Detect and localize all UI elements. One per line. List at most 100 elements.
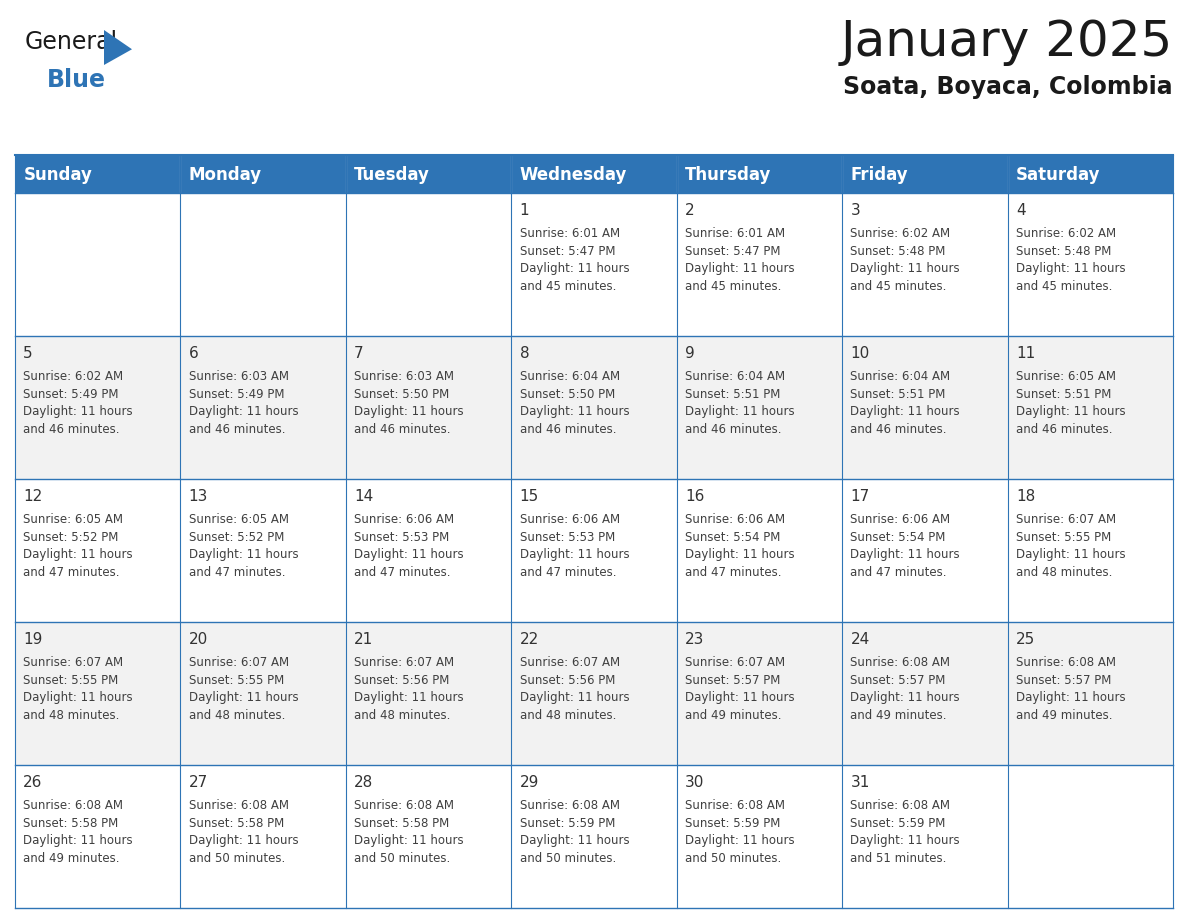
Text: General: General <box>25 30 118 54</box>
Bar <box>511 155 677 193</box>
Bar <box>677 622 842 765</box>
Text: Sunrise: 6:03 AM
Sunset: 5:49 PM
Daylight: 11 hours
and 46 minutes.: Sunrise: 6:03 AM Sunset: 5:49 PM Dayligh… <box>189 370 298 436</box>
Text: Sunrise: 6:07 AM
Sunset: 5:55 PM
Daylight: 11 hours
and 48 minutes.: Sunrise: 6:07 AM Sunset: 5:55 PM Dayligh… <box>1016 513 1125 579</box>
Text: Sunrise: 6:04 AM
Sunset: 5:51 PM
Daylight: 11 hours
and 46 minutes.: Sunrise: 6:04 AM Sunset: 5:51 PM Dayligh… <box>685 370 795 436</box>
Text: Sunrise: 6:07 AM
Sunset: 5:56 PM
Daylight: 11 hours
and 48 minutes.: Sunrise: 6:07 AM Sunset: 5:56 PM Dayligh… <box>354 656 463 722</box>
Text: 8: 8 <box>519 346 529 361</box>
Text: Sunrise: 6:06 AM
Sunset: 5:53 PM
Daylight: 11 hours
and 47 minutes.: Sunrise: 6:06 AM Sunset: 5:53 PM Dayligh… <box>354 513 463 579</box>
Text: 4: 4 <box>1016 203 1025 218</box>
Text: 6: 6 <box>189 346 198 361</box>
Text: 21: 21 <box>354 632 373 647</box>
Bar <box>181 155 346 193</box>
Text: 30: 30 <box>685 775 704 790</box>
Text: Sunrise: 6:08 AM
Sunset: 5:57 PM
Daylight: 11 hours
and 49 minutes.: Sunrise: 6:08 AM Sunset: 5:57 PM Dayligh… <box>1016 656 1125 722</box>
Bar <box>677 193 842 336</box>
Bar <box>511 336 677 479</box>
Text: Wednesday: Wednesday <box>519 166 627 184</box>
Text: Sunrise: 6:01 AM
Sunset: 5:47 PM
Daylight: 11 hours
and 45 minutes.: Sunrise: 6:01 AM Sunset: 5:47 PM Dayligh… <box>519 228 630 293</box>
Text: Soata, Boyaca, Colombia: Soata, Boyaca, Colombia <box>843 75 1173 99</box>
Text: Sunrise: 6:06 AM
Sunset: 5:53 PM
Daylight: 11 hours
and 47 minutes.: Sunrise: 6:06 AM Sunset: 5:53 PM Dayligh… <box>519 513 630 579</box>
Bar <box>1007 193 1173 336</box>
Text: 16: 16 <box>685 489 704 504</box>
Bar <box>181 765 346 908</box>
Text: 3: 3 <box>851 203 860 218</box>
Text: Sunrise: 6:05 AM
Sunset: 5:51 PM
Daylight: 11 hours
and 46 minutes.: Sunrise: 6:05 AM Sunset: 5:51 PM Dayligh… <box>1016 370 1125 436</box>
Bar <box>511 622 677 765</box>
Bar <box>1007 622 1173 765</box>
Text: January 2025: January 2025 <box>841 18 1173 66</box>
Bar <box>677 479 842 622</box>
Bar <box>677 765 842 908</box>
Bar <box>346 155 511 193</box>
Bar <box>1007 765 1173 908</box>
Bar <box>842 479 1007 622</box>
Bar <box>1007 336 1173 479</box>
Bar <box>346 193 511 336</box>
Bar <box>346 336 511 479</box>
Text: Monday: Monday <box>189 166 261 184</box>
Text: Sunrise: 6:02 AM
Sunset: 5:48 PM
Daylight: 11 hours
and 45 minutes.: Sunrise: 6:02 AM Sunset: 5:48 PM Dayligh… <box>851 228 960 293</box>
Text: Sunrise: 6:07 AM
Sunset: 5:55 PM
Daylight: 11 hours
and 48 minutes.: Sunrise: 6:07 AM Sunset: 5:55 PM Dayligh… <box>189 656 298 722</box>
Text: Sunrise: 6:07 AM
Sunset: 5:57 PM
Daylight: 11 hours
and 49 minutes.: Sunrise: 6:07 AM Sunset: 5:57 PM Dayligh… <box>685 656 795 722</box>
Text: Sunrise: 6:07 AM
Sunset: 5:56 PM
Daylight: 11 hours
and 48 minutes.: Sunrise: 6:07 AM Sunset: 5:56 PM Dayligh… <box>519 656 630 722</box>
Bar <box>346 765 511 908</box>
Text: Sunrise: 6:02 AM
Sunset: 5:49 PM
Daylight: 11 hours
and 46 minutes.: Sunrise: 6:02 AM Sunset: 5:49 PM Dayligh… <box>24 370 133 436</box>
Text: Sunrise: 6:02 AM
Sunset: 5:48 PM
Daylight: 11 hours
and 45 minutes.: Sunrise: 6:02 AM Sunset: 5:48 PM Dayligh… <box>1016 228 1125 293</box>
Text: Sunrise: 6:06 AM
Sunset: 5:54 PM
Daylight: 11 hours
and 47 minutes.: Sunrise: 6:06 AM Sunset: 5:54 PM Dayligh… <box>685 513 795 579</box>
Bar <box>842 765 1007 908</box>
Text: 10: 10 <box>851 346 870 361</box>
Text: Saturday: Saturday <box>1016 166 1100 184</box>
Bar <box>677 336 842 479</box>
Text: 20: 20 <box>189 632 208 647</box>
Text: 29: 29 <box>519 775 539 790</box>
Text: 22: 22 <box>519 632 539 647</box>
Bar <box>346 622 511 765</box>
Text: Sunrise: 6:08 AM
Sunset: 5:58 PM
Daylight: 11 hours
and 50 minutes.: Sunrise: 6:08 AM Sunset: 5:58 PM Dayligh… <box>354 800 463 865</box>
Text: 26: 26 <box>24 775 43 790</box>
Text: Sunrise: 6:07 AM
Sunset: 5:55 PM
Daylight: 11 hours
and 48 minutes.: Sunrise: 6:07 AM Sunset: 5:55 PM Dayligh… <box>24 656 133 722</box>
Text: Tuesday: Tuesday <box>354 166 430 184</box>
Text: 5: 5 <box>24 346 33 361</box>
Text: Sunrise: 6:08 AM
Sunset: 5:57 PM
Daylight: 11 hours
and 49 minutes.: Sunrise: 6:08 AM Sunset: 5:57 PM Dayligh… <box>851 656 960 722</box>
Bar <box>842 622 1007 765</box>
Text: Sunrise: 6:03 AM
Sunset: 5:50 PM
Daylight: 11 hours
and 46 minutes.: Sunrise: 6:03 AM Sunset: 5:50 PM Dayligh… <box>354 370 463 436</box>
Text: 12: 12 <box>24 489 43 504</box>
Text: 7: 7 <box>354 346 364 361</box>
Bar <box>842 155 1007 193</box>
Text: Sunrise: 6:05 AM
Sunset: 5:52 PM
Daylight: 11 hours
and 47 minutes.: Sunrise: 6:05 AM Sunset: 5:52 PM Dayligh… <box>189 513 298 579</box>
Text: Sunrise: 6:08 AM
Sunset: 5:59 PM
Daylight: 11 hours
and 51 minutes.: Sunrise: 6:08 AM Sunset: 5:59 PM Dayligh… <box>851 800 960 865</box>
Text: Sunrise: 6:08 AM
Sunset: 5:58 PM
Daylight: 11 hours
and 49 minutes.: Sunrise: 6:08 AM Sunset: 5:58 PM Dayligh… <box>24 800 133 865</box>
Bar <box>511 193 677 336</box>
Bar <box>15 193 181 336</box>
Bar <box>181 193 346 336</box>
Bar <box>1007 155 1173 193</box>
Bar <box>15 622 181 765</box>
Bar <box>842 336 1007 479</box>
Text: 2: 2 <box>685 203 695 218</box>
Text: 15: 15 <box>519 489 539 504</box>
Bar <box>15 155 181 193</box>
Bar <box>511 765 677 908</box>
Bar <box>15 336 181 479</box>
Text: 14: 14 <box>354 489 373 504</box>
Text: 23: 23 <box>685 632 704 647</box>
Bar <box>181 479 346 622</box>
Text: Sunday: Sunday <box>24 166 93 184</box>
Text: Sunrise: 6:08 AM
Sunset: 5:58 PM
Daylight: 11 hours
and 50 minutes.: Sunrise: 6:08 AM Sunset: 5:58 PM Dayligh… <box>189 800 298 865</box>
Text: Sunrise: 6:04 AM
Sunset: 5:50 PM
Daylight: 11 hours
and 46 minutes.: Sunrise: 6:04 AM Sunset: 5:50 PM Dayligh… <box>519 370 630 436</box>
Bar <box>346 479 511 622</box>
Bar <box>15 765 181 908</box>
Polygon shape <box>105 30 132 65</box>
Bar <box>181 622 346 765</box>
Text: 31: 31 <box>851 775 870 790</box>
Text: 24: 24 <box>851 632 870 647</box>
Text: Sunrise: 6:05 AM
Sunset: 5:52 PM
Daylight: 11 hours
and 47 minutes.: Sunrise: 6:05 AM Sunset: 5:52 PM Dayligh… <box>24 513 133 579</box>
Text: Friday: Friday <box>851 166 908 184</box>
Text: Sunrise: 6:06 AM
Sunset: 5:54 PM
Daylight: 11 hours
and 47 minutes.: Sunrise: 6:06 AM Sunset: 5:54 PM Dayligh… <box>851 513 960 579</box>
Bar <box>1007 479 1173 622</box>
Text: Thursday: Thursday <box>685 166 771 184</box>
Text: Sunrise: 6:08 AM
Sunset: 5:59 PM
Daylight: 11 hours
and 50 minutes.: Sunrise: 6:08 AM Sunset: 5:59 PM Dayligh… <box>685 800 795 865</box>
Text: Sunrise: 6:01 AM
Sunset: 5:47 PM
Daylight: 11 hours
and 45 minutes.: Sunrise: 6:01 AM Sunset: 5:47 PM Dayligh… <box>685 228 795 293</box>
Bar <box>15 479 181 622</box>
Text: 25: 25 <box>1016 632 1035 647</box>
